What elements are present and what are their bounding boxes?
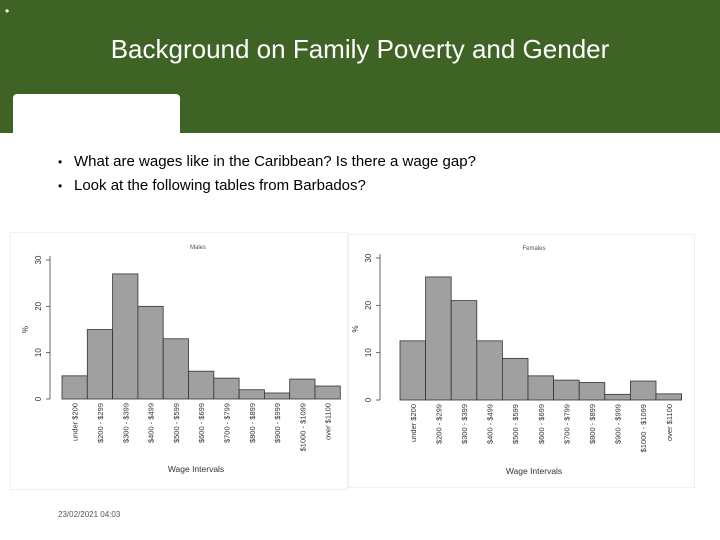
y-tick-label: 0 <box>34 396 43 401</box>
histogram-bar <box>162 338 189 400</box>
x-tick-label: $400 - $499 <box>147 403 156 443</box>
histogram-bar <box>553 379 580 401</box>
y-axis-label: % <box>21 326 30 333</box>
males-histogram: 0 10 20 30% under $200 $200 - $299 $300 - $399… <box>10 232 348 490</box>
x-tick-label: $500 - $599 <box>511 404 520 444</box>
x-tick-label: $900 - $999 <box>614 404 623 444</box>
histogram-bar <box>289 378 316 400</box>
females-histogram: 0 10 20 30% under $200 $200 - $299 $300 - $399… <box>348 234 695 488</box>
x-tick-label: $800 - $899 <box>248 403 257 443</box>
bullet-item: Look at the following tables from Barbad… <box>58 174 476 198</box>
histogram-bar <box>137 305 164 400</box>
chart-title: Females <box>522 246 545 252</box>
slide-title: Background on Family Poverty and Gender <box>110 34 610 64</box>
x-tick-label: $700 - $799 <box>562 404 571 444</box>
x-tick-label: over $1100 <box>324 403 333 440</box>
y-tick-label: 20 <box>34 301 43 310</box>
y-tick-label: 10 <box>34 348 43 357</box>
x-tick-label: under $200 <box>409 404 418 442</box>
bullet-item: What are wages like in the Caribbean? Is… <box>58 150 476 174</box>
histogram-bar <box>86 329 114 400</box>
x-tick-label: $300 - $399 <box>460 404 469 444</box>
histogram-bar <box>527 375 555 401</box>
x-tick-label: $700 - $799 <box>222 403 231 443</box>
x-tick-label: $600 - $699 <box>537 404 546 444</box>
x-tick-label: over $1100 <box>665 404 674 441</box>
histogram-bar <box>655 393 683 401</box>
histogram-bar <box>188 370 215 400</box>
histogram-bar <box>450 300 478 401</box>
slide-footer-date: 23/02/2021 04:03 <box>58 510 121 519</box>
x-tick-label: $1000 - $1099 <box>298 403 307 451</box>
x-tick-label: $200 - $299 <box>96 403 105 443</box>
histogram-bar <box>314 385 341 400</box>
histogram-bar <box>578 382 606 401</box>
histogram-bar <box>399 340 427 401</box>
x-tick-label: $200 - $299 <box>434 404 443 444</box>
x-tick-label: $900 - $999 <box>273 403 282 443</box>
bullet-list: What are wages like in the Caribbean? Is… <box>58 150 476 198</box>
y-tick-label: 0 <box>364 397 373 402</box>
x-axis-label: Wage Intervals <box>506 466 562 476</box>
x-tick-label: $300 - $399 <box>121 403 130 443</box>
histogram-bar <box>238 389 265 400</box>
y-tick-label: 30 <box>34 255 43 264</box>
x-axis-label: Wage Intervals <box>168 464 224 474</box>
histogram-bar <box>604 393 631 401</box>
header-tab <box>13 94 180 136</box>
y-tick-label: 20 <box>364 300 373 309</box>
histogram-bar <box>263 392 291 400</box>
histogram-bar <box>213 377 240 400</box>
histogram-bar <box>501 357 529 401</box>
x-tick-label: $400 - $499 <box>486 404 495 444</box>
x-tick-label: $500 - $599 <box>172 403 181 443</box>
y-tick-label: 10 <box>364 348 373 357</box>
histogram-bar <box>476 340 503 401</box>
histogram-bar <box>112 273 139 400</box>
histogram-bar <box>425 276 452 401</box>
chart-title: Males <box>190 245 206 251</box>
histogram-bar <box>629 380 657 401</box>
y-axis-label: % <box>351 325 360 332</box>
slide-marker: • <box>5 4 10 18</box>
x-tick-label: $1000 - $1099 <box>639 404 648 452</box>
y-tick-label: 30 <box>364 253 373 262</box>
x-tick-label: $800 - $899 <box>588 404 597 444</box>
histogram-bar <box>61 375 88 400</box>
x-tick-label: under $200 <box>71 403 80 441</box>
x-tick-label: $600 - $699 <box>197 403 206 443</box>
